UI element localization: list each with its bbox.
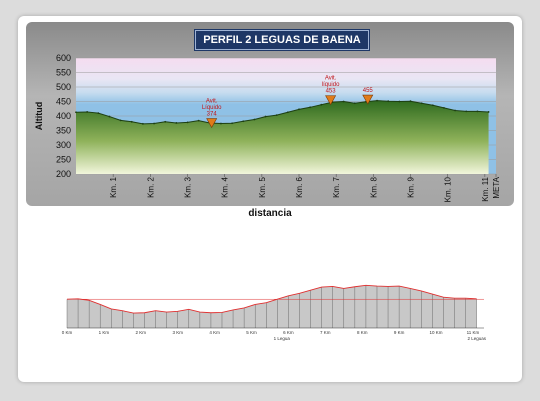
data-point (487, 111, 490, 113)
data-point (75, 111, 77, 114)
data-point (253, 118, 256, 121)
data-point (197, 119, 200, 122)
y-axis-label: Altitud (34, 102, 44, 131)
elevation-area (76, 100, 489, 174)
x-tick-label: Km. 9 (407, 176, 416, 197)
data-point (320, 103, 323, 106)
thumbnail-x-tick-label: 10 Km (430, 330, 443, 335)
elevation-profile-chart: 200 250 300 350 400 450 500 550 600 Km. 1 Km. 2 Km… (34, 53, 501, 202)
data-point (376, 99, 378, 102)
thumbnail-x-tick-label: 5 Km (246, 330, 257, 335)
thumbnail-legua-label: 1 Legua (274, 336, 291, 341)
y-tick-label: 450 (56, 97, 71, 107)
y-tick-label: 400 (56, 111, 71, 121)
data-point (231, 122, 234, 125)
x-tick-label: Km. 5 (258, 176, 267, 197)
y-tick-label: 550 (56, 68, 71, 78)
x-tick-label: Km. 1 (109, 176, 118, 197)
data-point (286, 111, 289, 114)
x-tick-label: Km. 7 (332, 176, 341, 197)
thumbnail-x-tick-label: 8 Km (357, 330, 368, 335)
x-tick-label: Km. 2 (146, 176, 155, 197)
thumbnail-legua-label: 2 Leguas (467, 336, 486, 341)
data-point (431, 104, 434, 107)
x-axis-label: distancia (248, 208, 292, 219)
thumbnail-area (67, 285, 477, 328)
y-tick-label: 200 (56, 169, 71, 179)
thumbnail-x-tick-label: 6 Km (283, 330, 294, 335)
annotation-label: Avit. (206, 99, 218, 105)
x-tick-label: Km. 3 (184, 176, 193, 197)
thumbnail-x-tick-label: 2 Km (136, 330, 147, 335)
y-tick-label: 350 (56, 126, 71, 136)
data-point (220, 122, 222, 125)
y-tick-label: 600 (56, 53, 71, 63)
data-point (119, 119, 122, 122)
annotation-label: 455 (363, 88, 374, 94)
data-point (186, 121, 189, 124)
data-point (86, 111, 89, 113)
annotation-marker (206, 118, 218, 129)
elevation-line (75, 100, 489, 125)
data-point (164, 120, 167, 123)
data-point (130, 120, 133, 123)
annotation-label: 453 (326, 89, 337, 95)
thumbnail-x-tick-label: 3 Km (172, 330, 183, 335)
data-point (409, 100, 412, 103)
thumbnail-x-tick-label: 9 Km (394, 330, 405, 335)
annotation-label: Avit. (325, 76, 337, 82)
data-point (398, 100, 401, 103)
thumbnail-x-tick-label: 11 Km (467, 330, 480, 335)
x-tick-label: Km. 11 (481, 176, 490, 201)
data-point (264, 115, 267, 118)
data-point (142, 122, 144, 125)
chart-title: PERFIL 2 LEGUAS DE BAENA (195, 30, 369, 50)
data-point (108, 115, 111, 118)
x-tick-label: Km. 10 (444, 176, 453, 202)
thumbnail-x-tick-label: 0 Km (62, 330, 73, 335)
y-tick-label: 300 (56, 140, 71, 150)
annotation-marker (325, 95, 337, 106)
thumbnail-x-tick-label: 4 Km (209, 330, 220, 335)
thumbnail-x-tick-label: 1 Km (99, 330, 110, 335)
x-tick-label: Km. 6 (295, 176, 304, 197)
data-point (242, 120, 245, 123)
data-point (153, 122, 155, 125)
annotation-label: Líquido (202, 105, 222, 111)
annotation-label: 374 (207, 112, 218, 118)
data-point (454, 109, 457, 112)
data-point (443, 106, 445, 109)
thumbnail-line (66, 284, 477, 314)
y-tick-label: 500 (56, 82, 71, 92)
data-point (342, 100, 345, 103)
data-point (275, 114, 278, 117)
data-point (476, 110, 479, 113)
x-tick-label: Km. 8 (369, 176, 378, 197)
data-point (387, 100, 390, 103)
data-point (97, 112, 100, 114)
y-tick-label: 250 (56, 155, 71, 165)
data-point (175, 122, 178, 124)
data-point (353, 102, 356, 105)
annotation-label: líquido (322, 82, 340, 88)
x-tick-label: Km. 4 (221, 176, 230, 197)
x-tick-label: META (492, 176, 501, 198)
data-point (465, 110, 468, 113)
data-point (298, 108, 300, 111)
data-point (420, 102, 423, 105)
annotation-marker (362, 94, 374, 105)
thumbnail-x-tick-label: 7 Km (320, 330, 331, 335)
data-point (309, 106, 312, 109)
